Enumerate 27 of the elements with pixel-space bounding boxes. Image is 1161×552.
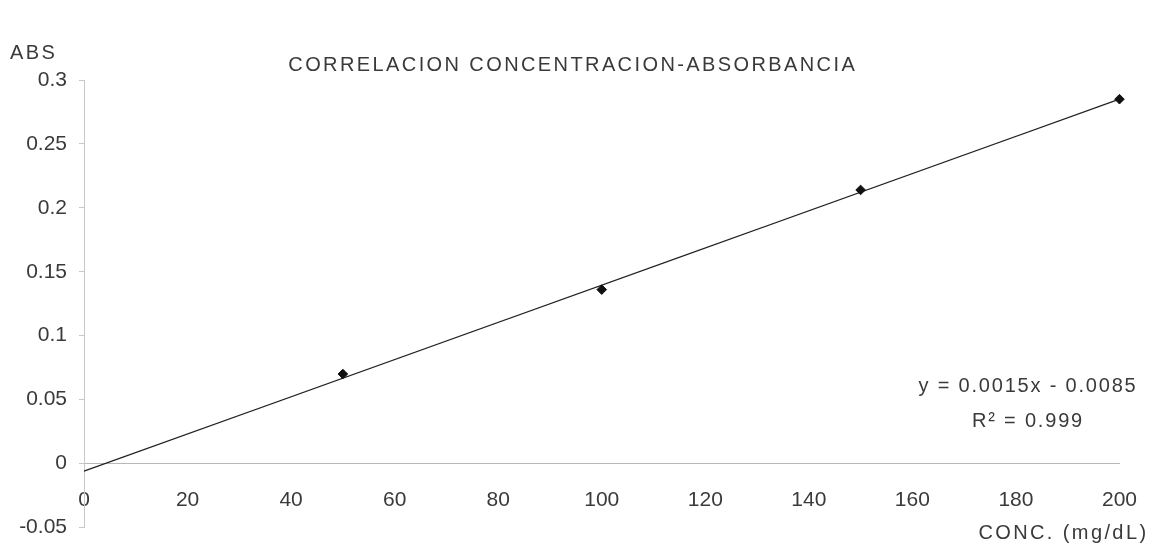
- y-tick-label: -0.05: [19, 514, 67, 538]
- annotation: R² = 0.999: [971, 408, 1085, 432]
- y-tick-label: 0.15: [26, 258, 67, 282]
- x-tick-label: 160: [894, 486, 930, 510]
- chart-title: CORRELACION CONCENTRACION-ABSORBANCIA: [288, 52, 858, 76]
- point: [1114, 93, 1125, 105]
- annotation: y = 0.0015x - 0.0085: [918, 373, 1138, 397]
- point: [855, 184, 866, 196]
- y-tick-label: 0.3: [37, 66, 67, 90]
- x-tick-label: 60: [382, 486, 407, 510]
- point: [337, 368, 349, 380]
- x-tick-label: 20: [175, 486, 200, 510]
- y-tick-label: 0.1: [37, 322, 67, 346]
- y-tick-label: 0.05: [26, 386, 67, 410]
- x-tick-label: 200: [1101, 486, 1137, 510]
- y-axis-title: ABS: [10, 40, 58, 64]
- x-tick-label: 40: [279, 486, 303, 510]
- y-tick-label: 0.2: [37, 194, 67, 218]
- x-axis-title: CONC. (mg/dL): [978, 520, 1149, 545]
- x-tick-label: 140: [791, 486, 827, 510]
- x-tick-label: 80: [486, 486, 510, 510]
- x-tick-label: 180: [998, 486, 1034, 510]
- x-tick-label: 120: [687, 486, 723, 510]
- y-tick-label: 0: [55, 450, 67, 474]
- x-tick-label: 100: [584, 486, 620, 510]
- point: [596, 284, 608, 295]
- y-tick-label: 0.25: [26, 130, 67, 154]
